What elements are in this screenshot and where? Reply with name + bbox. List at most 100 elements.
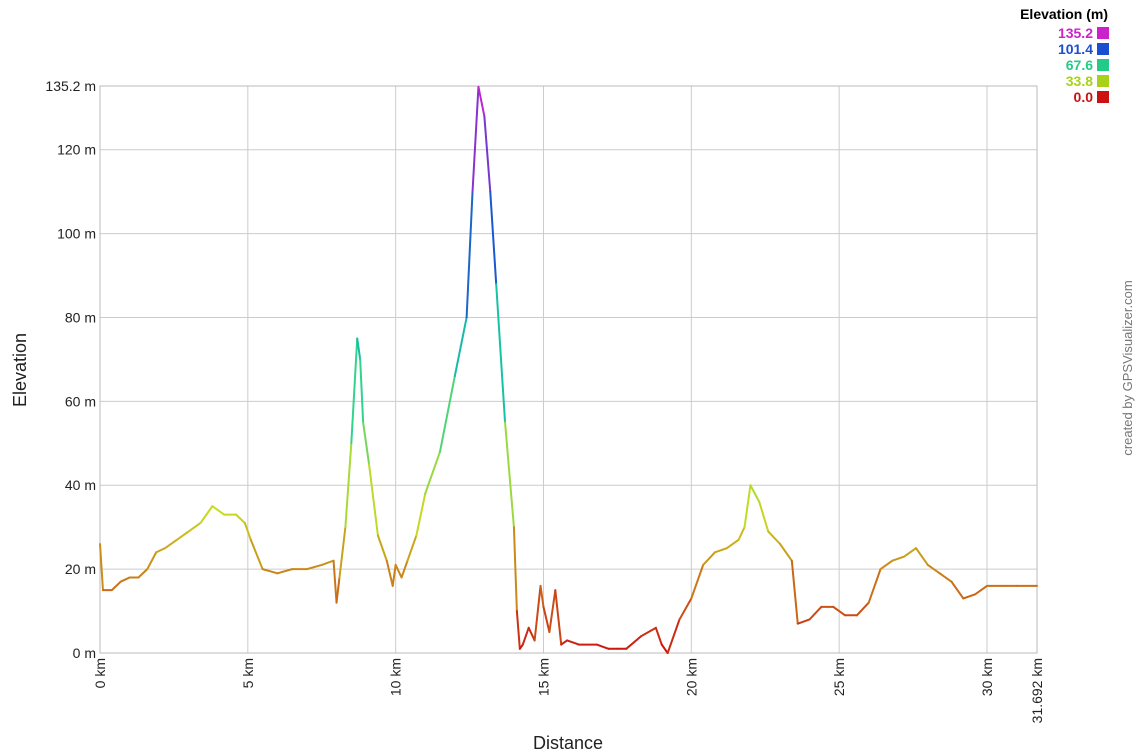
- line-segment: [376, 534, 388, 562]
- line-segment: [305, 563, 323, 571]
- line-segment: [790, 559, 799, 625]
- line-segment: [483, 115, 492, 193]
- plot-frame: [99, 85, 1038, 654]
- legend-swatch: [1097, 43, 1109, 55]
- line-segment: [332, 559, 338, 604]
- line-segment: [950, 580, 965, 600]
- line-segment: [767, 530, 782, 545]
- y-tick-label: 0 m: [73, 645, 96, 661]
- line-segment: [344, 442, 353, 529]
- line-segment: [915, 547, 929, 566]
- line-segment: [542, 605, 551, 634]
- line-segment: [368, 463, 379, 537]
- line-segment: [164, 538, 178, 550]
- line-segment: [175, 530, 190, 541]
- line-segment: [962, 593, 977, 600]
- line-segment: [199, 505, 214, 524]
- line-segment: [660, 643, 669, 654]
- y-tick-label: 20 m: [65, 561, 96, 577]
- line-segment: [406, 534, 418, 562]
- line-segment: [359, 358, 365, 424]
- line-segment: [539, 584, 545, 608]
- line-segment: [465, 190, 474, 319]
- legend-label: 101.4: [1058, 41, 1093, 57]
- line-segment: [796, 618, 811, 625]
- line-segment: [415, 492, 427, 537]
- line-segment: [489, 190, 498, 285]
- x-tick-label: 31.692 km: [1029, 658, 1045, 723]
- credit-text: created by GPSVisualizer.com: [1120, 280, 1135, 455]
- line-segment: [749, 484, 761, 504]
- line-segment: [504, 421, 515, 529]
- legend-label: 135.2: [1058, 25, 1093, 41]
- line-segment: [155, 547, 167, 554]
- line-segment: [560, 639, 569, 646]
- line-segment: [137, 568, 149, 579]
- line-segment: [879, 559, 894, 571]
- line-segment: [211, 505, 226, 516]
- line-segment: [350, 337, 359, 445]
- line-segment: [713, 547, 728, 554]
- line-segment: [99, 542, 104, 592]
- line-segment: [974, 584, 988, 596]
- x-tick-label: 5 km: [240, 658, 256, 688]
- x-axis-ticks: 0 km 5 km 10 km 15 km 20 km 25 km 30 km 31.692 …: [92, 658, 1045, 723]
- line-segment: [439, 375, 456, 453]
- line-segment: [391, 563, 397, 587]
- x-tick-label: 20 km: [683, 658, 699, 696]
- line-segment: [678, 597, 693, 621]
- line-segment: [566, 639, 580, 646]
- line-segment: [625, 635, 643, 650]
- elevation-line: [99, 85, 1038, 654]
- legend-label: 0.0: [1074, 89, 1094, 105]
- line-segment: [385, 559, 394, 587]
- line-segment: [235, 513, 246, 524]
- legend-swatch: [1097, 59, 1109, 71]
- line-segment: [737, 526, 746, 541]
- line-segment: [110, 580, 122, 592]
- legend-label: 67.6: [1066, 57, 1093, 73]
- line-segment: [515, 610, 521, 650]
- line-segment: [521, 626, 530, 646]
- y-axis-ticks: 0 m 20 m 40 m 60 m 80 m 100 m 120 m 135.2 m: [45, 78, 96, 661]
- line-segment: [261, 568, 279, 575]
- line-segment: [891, 555, 906, 562]
- legend-swatch: [1097, 27, 1109, 39]
- grid: [100, 86, 1037, 653]
- x-tick-label: 30 km: [979, 658, 995, 696]
- line-segment: [779, 542, 793, 562]
- line-segment: [548, 589, 557, 634]
- line-segment: [495, 282, 507, 424]
- line-segment: [855, 601, 870, 617]
- line-segment: [320, 559, 335, 566]
- line-segment: [249, 538, 264, 571]
- line-segment: [533, 584, 542, 642]
- line-segment: [335, 576, 341, 604]
- line-segment: [725, 538, 740, 550]
- line-segment: [903, 547, 918, 558]
- line-segment: [512, 526, 518, 613]
- line-segment: [595, 643, 610, 650]
- line-segment: [471, 85, 480, 193]
- line-segment: [394, 563, 403, 579]
- y-axis-title: Elevation: [10, 333, 30, 407]
- line-segment: [400, 559, 409, 579]
- line-segment: [938, 572, 953, 583]
- y-tick-label: 135.2 m: [45, 78, 96, 94]
- line-segment: [477, 85, 486, 118]
- line-segment: [926, 563, 941, 575]
- x-tick-label: 0 km: [92, 658, 108, 688]
- line-segment: [654, 626, 663, 646]
- line-segment: [702, 551, 716, 566]
- y-tick-label: 60 m: [65, 393, 96, 409]
- line-segment: [808, 605, 823, 621]
- line-segment: [338, 526, 347, 579]
- line-segment: [640, 626, 657, 638]
- line-segment: [356, 337, 362, 361]
- line-segment: [187, 521, 202, 533]
- line-segment: [867, 568, 882, 604]
